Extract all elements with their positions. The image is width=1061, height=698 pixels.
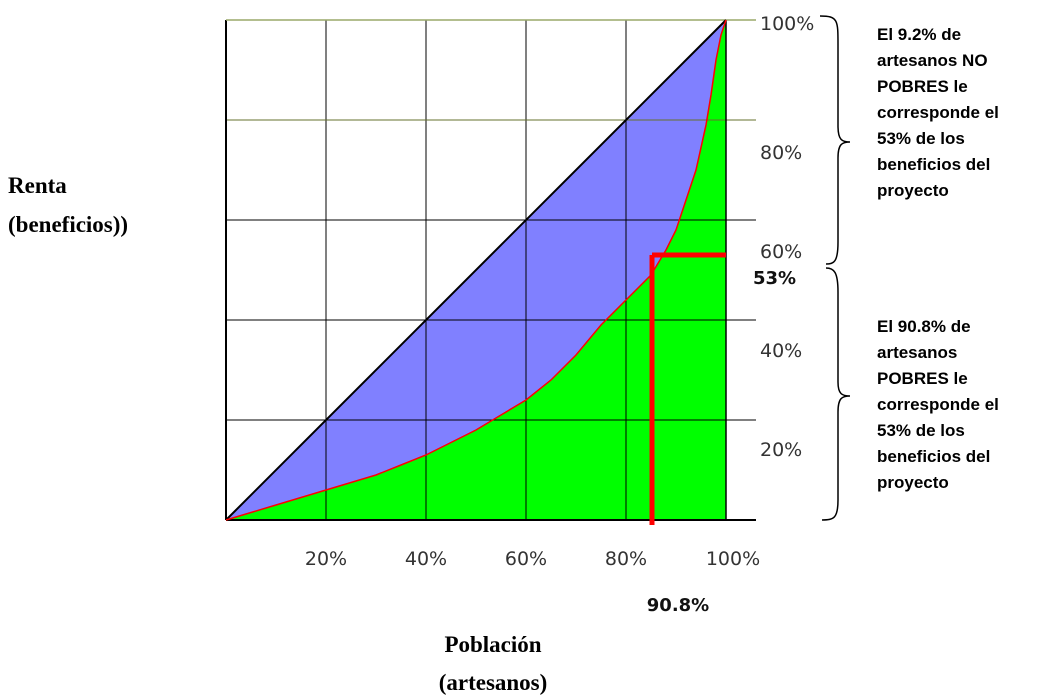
equality-line	[225, 19, 727, 521]
annotation-line: 53% de los	[877, 421, 965, 440]
annotation-line: artesanos	[877, 343, 957, 362]
upper-brace	[819, 15, 851, 265]
y-tick-label: 40%	[760, 340, 802, 362]
x-tick-label: 20%	[305, 548, 347, 570]
annotation-line: POBRES le	[877, 77, 968, 96]
y-axis-title-line: Renta	[8, 173, 67, 198]
annotation-line: corresponde el	[877, 395, 999, 414]
annotation-line: proyecto	[877, 181, 949, 200]
x-tick-label: 80%	[605, 548, 647, 570]
annotation-line: 53% de los	[877, 129, 965, 148]
x-axis-title-line: (artesanos)	[439, 670, 548, 695]
y-tick-label: 80%	[760, 142, 802, 164]
annotation-line: corresponde el	[877, 103, 999, 122]
annotation-line: El 9.2% de	[877, 25, 961, 44]
annotation-line: proyecto	[877, 473, 949, 492]
y-tick-label: 60%	[760, 241, 802, 263]
x-tick-label: 60%	[505, 548, 547, 570]
lorenz-curve-line	[225, 19, 727, 521]
annotation-line: POBRES le	[877, 369, 968, 388]
x-axis-title-line: Población	[444, 632, 541, 657]
marker-x-label: 90.8%	[647, 595, 709, 616]
marker-y-label: 53%	[753, 268, 796, 289]
x-tick-label: 100%	[706, 548, 760, 570]
annotation-line: El 90.8% de	[877, 317, 971, 336]
below-curve-area	[226, 20, 726, 520]
y-axis-title-line: (beneficios))	[8, 212, 128, 237]
x-tick-label: 40%	[405, 548, 447, 570]
y-tick-label: 100%	[760, 13, 814, 35]
annotation-line: beneficios del	[877, 155, 990, 174]
annotation-line: artesanos NO	[877, 51, 988, 70]
lower-brace	[821, 267, 851, 521]
annotation-line: beneficios del	[877, 447, 990, 466]
y-tick-label: 20%	[760, 439, 802, 461]
